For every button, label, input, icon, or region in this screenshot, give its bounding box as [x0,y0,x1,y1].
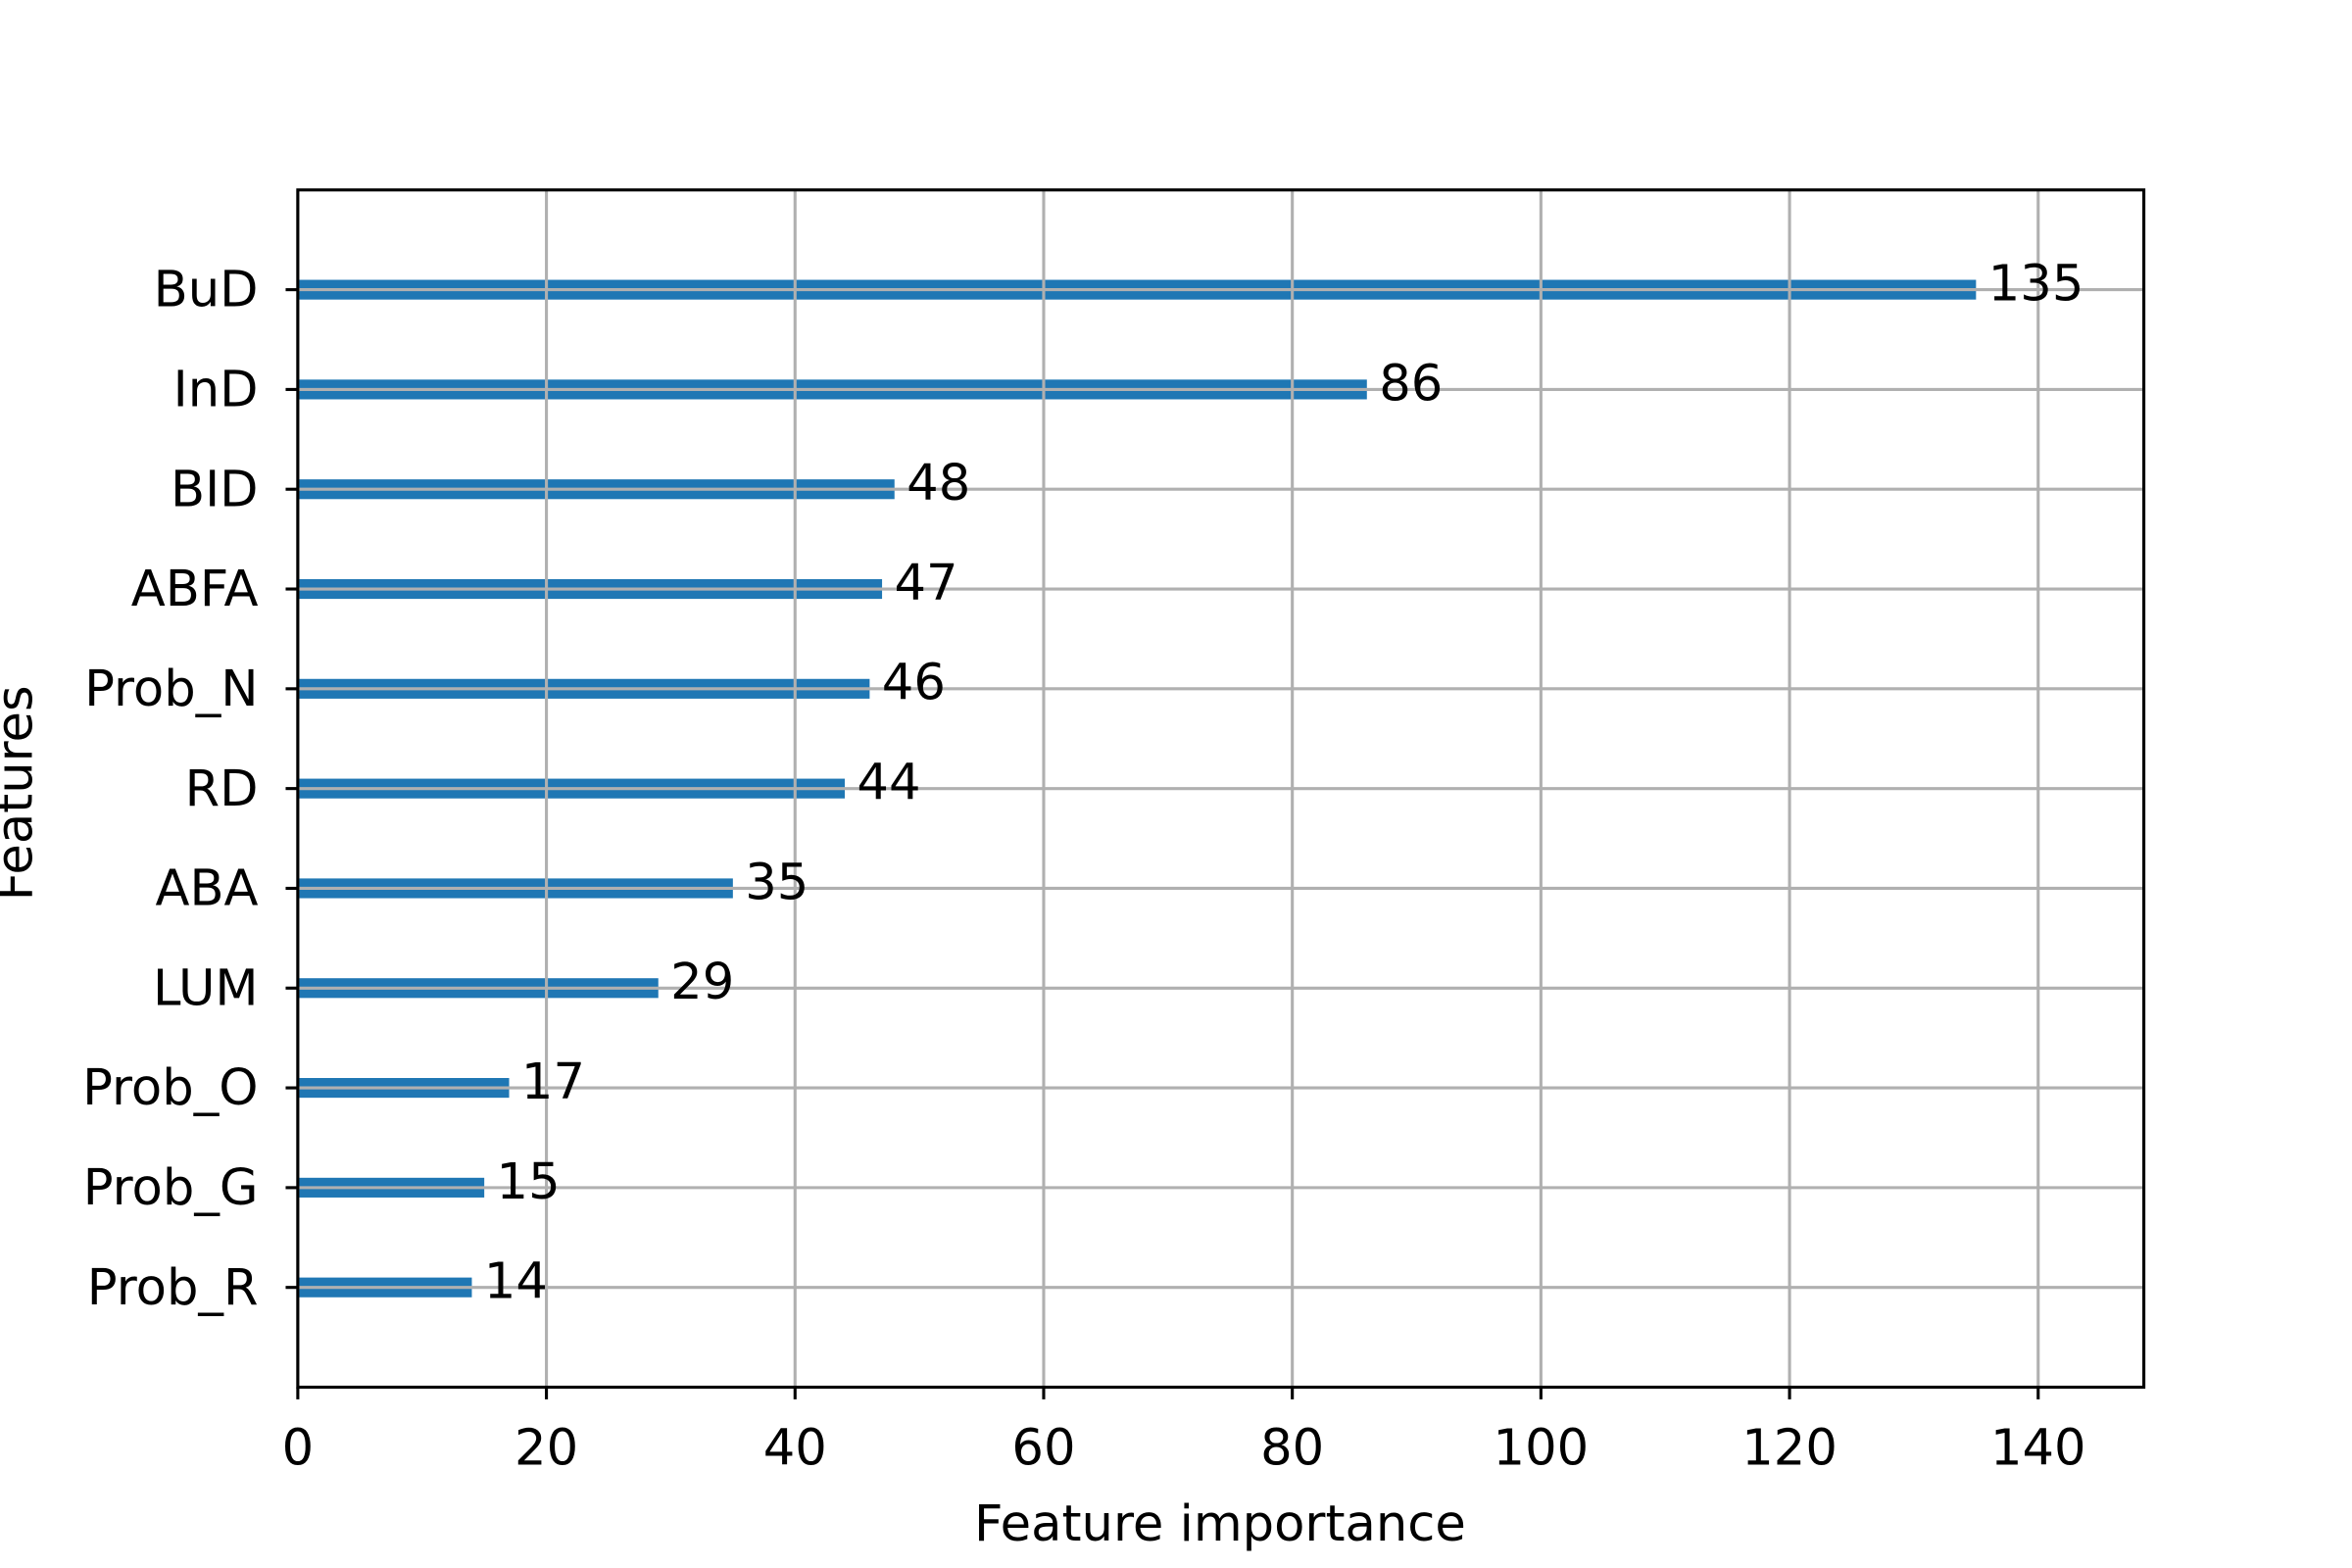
value-label: 14 [484,1253,548,1311]
y-tick-label: Prob_G [83,1159,259,1217]
value-label: 29 [670,954,734,1011]
x-tick-label: 140 [1990,1420,2086,1478]
y-tick-label: LUM [153,959,259,1017]
value-label: 35 [745,854,808,911]
y-tick-label: ABFA [131,561,259,618]
value-label: 44 [857,755,920,812]
y-tick-label: InD [173,362,259,419]
y-tick-label: Prob_N [84,661,258,718]
y-tick-label: RD [185,760,259,818]
x-tick-label: 40 [763,1420,827,1478]
x-tick-label: 120 [1741,1420,1838,1478]
y-tick-label: BID [171,461,259,518]
value-label: 48 [906,455,970,513]
x-tick-label: 80 [1260,1420,1324,1478]
value-label: 47 [894,555,957,612]
x-axis-label: Feature importance [974,1495,1466,1553]
value-label: 15 [497,1153,561,1211]
x-tick-label: 100 [1494,1420,1590,1478]
value-label: 135 [1988,256,2084,314]
value-label: 86 [1379,355,1443,413]
value-label: 17 [521,1054,585,1111]
value-label: 46 [882,655,946,712]
x-tick-label: 60 [1011,1420,1075,1478]
x-tick-label: 0 [282,1420,315,1478]
y-tick-label: ABA [155,860,258,918]
y-tick-label: BuD [154,262,259,319]
x-tick-label: 20 [514,1420,578,1478]
y-axis-label: Features [0,685,45,901]
y-tick-label: Prob_R [87,1259,259,1317]
y-tick-label: Prob_O [82,1059,258,1117]
